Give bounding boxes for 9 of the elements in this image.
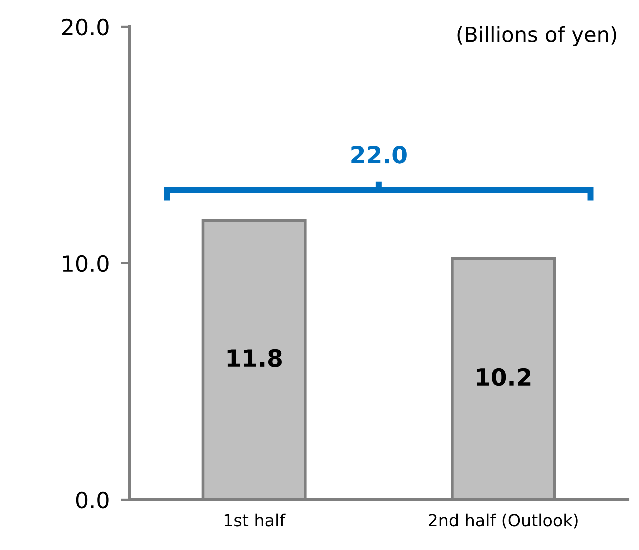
data-label: 10.2: [477, 368, 531, 386]
annotation: 22.0: [352, 146, 407, 164]
y-tick-label: 0.0: [76, 492, 109, 509]
x-tick-label: 1st half: [224, 514, 286, 527]
annotation: (Billions of yen): [458, 26, 616, 46]
y-tick-label: 10.0: [63, 255, 109, 272]
x-tick-label: 2nd half (Outlook): [428, 514, 578, 529]
data-label: 11.8: [228, 349, 282, 368]
y-tick-label: 20.0: [62, 18, 109, 36]
